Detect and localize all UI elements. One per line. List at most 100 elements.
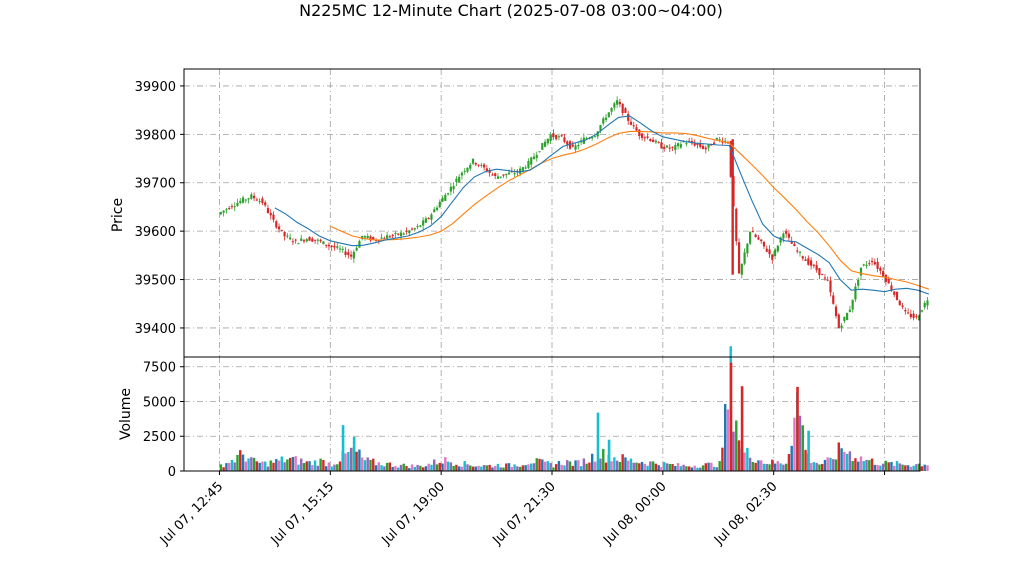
candle-body <box>610 107 613 112</box>
volume-bar <box>269 460 272 471</box>
volume-bar <box>258 462 261 471</box>
volume-tick-label: 5000 <box>143 395 176 410</box>
volume-bar <box>557 461 561 471</box>
candle-body <box>336 246 339 248</box>
candle-body <box>663 146 666 149</box>
volume-bar <box>920 466 924 471</box>
volume-bar <box>505 463 508 471</box>
candle-body <box>524 167 527 169</box>
candle-body <box>466 167 469 172</box>
volume-bar <box>541 459 544 471</box>
volume-tick-label: 2500 <box>143 430 176 445</box>
volume-bar <box>255 461 259 471</box>
candle-body <box>555 135 558 140</box>
volume-bar <box>840 448 843 471</box>
candle-body <box>416 226 419 228</box>
volume-bar <box>388 462 392 471</box>
volume-bar <box>704 463 707 471</box>
candle-body <box>793 244 796 247</box>
candle-body <box>829 280 832 293</box>
volume-bar <box>222 467 225 471</box>
candle-body <box>649 138 652 142</box>
volume-bar <box>743 452 746 471</box>
volume-bar <box>671 464 674 471</box>
candle-body <box>737 242 741 274</box>
volume-bar <box>435 464 439 471</box>
volume-bar <box>868 460 871 471</box>
volume-bar <box>893 465 896 471</box>
candle-body <box>815 265 818 271</box>
volume-bar <box>394 466 397 471</box>
volume-bar <box>446 461 450 471</box>
candle-body <box>291 241 295 243</box>
volume-bar <box>377 462 381 471</box>
volume-bar <box>493 466 497 471</box>
volume-bar <box>773 463 777 471</box>
price-tick-label: 39700 <box>135 177 176 192</box>
candle-body <box>821 274 824 276</box>
volume-bar <box>360 457 364 471</box>
candle-body <box>355 247 358 251</box>
volume-bar <box>638 463 641 471</box>
candle-body <box>302 240 306 242</box>
candle-body <box>527 161 530 168</box>
candle-body <box>624 108 627 113</box>
volume-bar <box>801 425 804 471</box>
volume-spike-bar <box>352 436 356 471</box>
volume-bars <box>219 346 929 471</box>
candle-body <box>297 243 300 245</box>
candle-body <box>422 220 425 226</box>
candle-body <box>674 144 677 150</box>
candle-body <box>366 235 369 238</box>
volume-bar <box>870 458 874 471</box>
candle-body <box>740 263 743 275</box>
candle-body <box>361 235 364 239</box>
candle-body <box>408 230 411 234</box>
volume-bar <box>815 462 818 471</box>
volume-bar <box>399 464 403 471</box>
moving-average-lines <box>274 115 930 295</box>
volume-bar <box>895 461 899 471</box>
candle-body <box>906 312 910 314</box>
price-y-axis: 39400 39500 39600 39700 39800 39900 <box>135 80 184 337</box>
volume-bar <box>668 463 671 471</box>
volume-bar <box>862 461 865 471</box>
candle-body <box>890 285 893 291</box>
candle-body <box>571 144 574 147</box>
volume-bar <box>311 465 314 471</box>
volume-bar <box>912 465 915 471</box>
volume-spike-bar <box>596 412 600 471</box>
candle-body <box>477 164 480 166</box>
volume-bar <box>322 460 325 471</box>
candle-body <box>313 239 317 241</box>
candle-body <box>862 264 865 266</box>
candle-body <box>713 142 716 144</box>
candle-body <box>807 258 810 265</box>
volume-bar <box>663 462 666 471</box>
volume-bar <box>530 463 533 471</box>
volume-bar <box>294 456 297 471</box>
volume-bar <box>859 456 863 471</box>
volume-bar <box>757 460 760 471</box>
candle-body <box>491 174 494 176</box>
volume-bar <box>898 463 901 471</box>
volume-bar <box>363 460 367 471</box>
candle-body <box>543 141 547 147</box>
candle-body <box>873 261 876 265</box>
candle-body <box>776 245 779 252</box>
candle-body <box>530 157 533 165</box>
volume-bar <box>457 466 461 471</box>
candle-body <box>671 146 674 148</box>
candle-body <box>618 101 621 105</box>
volume-bar <box>710 462 713 471</box>
candle-body <box>823 277 827 279</box>
volume-bar <box>845 453 849 471</box>
volume-bar <box>771 459 774 471</box>
candle-body <box>250 194 253 199</box>
candle-body <box>327 244 331 247</box>
candle-body <box>319 239 322 242</box>
candle-body <box>865 264 868 266</box>
candle-body <box>787 233 791 238</box>
candle-body <box>441 197 444 202</box>
candle-body <box>435 207 439 211</box>
